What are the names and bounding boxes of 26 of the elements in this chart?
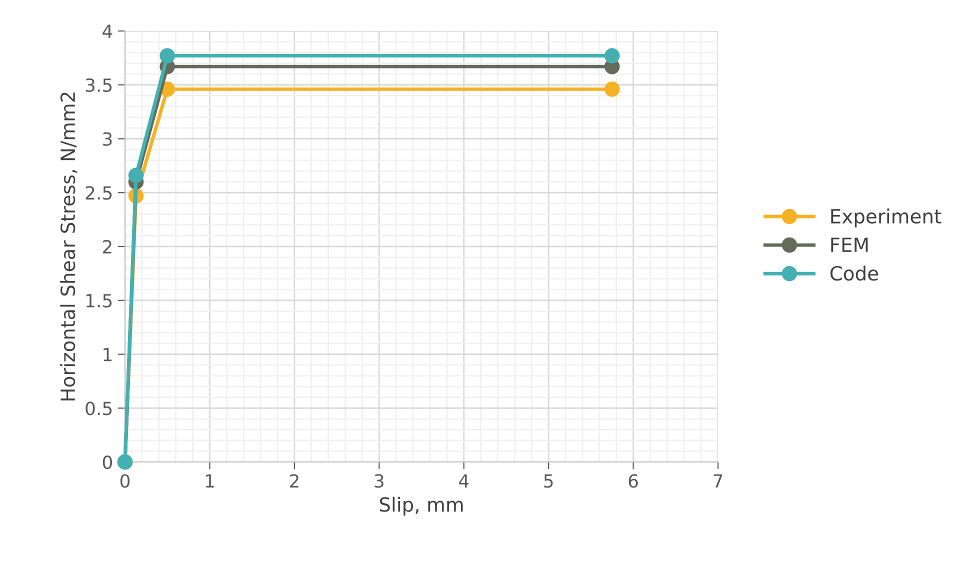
y-tick-label: 2.5 (86, 186, 112, 200)
x-tick-label: 7 (714, 474, 722, 488)
x-tick-label: 6 (628, 474, 638, 488)
y-axis-title: Horizontal Shear Stress, N/mm2 (60, 92, 78, 400)
y-tick-label: 4 (102, 24, 112, 38)
x-tick-label: 1 (206, 474, 214, 488)
y-tick-label: 3.5 (86, 78, 112, 92)
legend-label: Experiment (831, 208, 942, 228)
point (160, 48, 175, 64)
point (128, 168, 144, 184)
point (604, 82, 620, 97)
x-tick-label: 0 (120, 474, 130, 488)
y-tick-label: 0 (102, 455, 112, 470)
x-axis-title: Slip, mm (380, 496, 463, 516)
y-tick-label: 3 (103, 132, 112, 146)
x-tick-label: 5 (544, 474, 553, 488)
legend-label: FEM (831, 238, 868, 252)
y-tick-label: 1.5 (86, 294, 112, 308)
y-tick-label: 2 (103, 240, 112, 254)
y-tick-label: 0.5 (86, 402, 112, 416)
legend-label: Code (830, 266, 878, 281)
x-tick-label: 4 (458, 474, 469, 488)
x-tick-label: 3 (374, 474, 384, 488)
x-tick-label: 2 (290, 474, 298, 488)
y-tick-label: 1 (104, 348, 112, 362)
point (604, 48, 620, 64)
